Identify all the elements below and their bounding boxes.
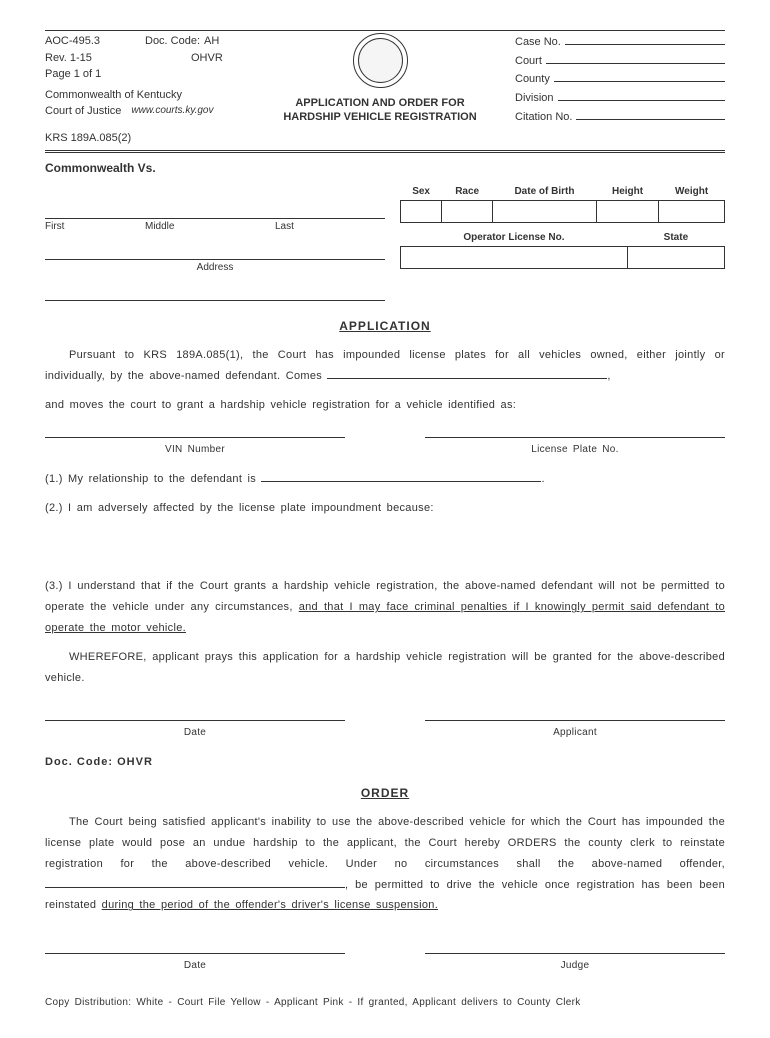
division-input[interactable]	[558, 100, 725, 101]
order-signature-row: Date Judge	[45, 940, 725, 975]
order-p1c: during the period of the offender's driv…	[102, 899, 438, 911]
middle-label: Middle	[145, 221, 275, 232]
case-no-label: Case No.	[515, 33, 561, 52]
revision: Rev. 1-15	[45, 50, 145, 67]
reason-space[interactable]	[45, 526, 725, 576]
copy-distribution: Copy Distribution: White - Court File Ye…	[45, 997, 725, 1008]
header-left: AOC-495.3 Doc. Code: AH Rev. 1-15 OHVR P…	[45, 33, 245, 146]
plate-label: License Plate No.	[425, 440, 725, 459]
vin-label: VIN Number	[45, 440, 345, 459]
dob-input[interactable]	[493, 201, 597, 223]
order-date-input[interactable]	[45, 940, 345, 954]
seal-icon	[353, 33, 408, 88]
vehicle-id-lines: VIN Number License Plate No.	[45, 424, 725, 459]
court-of-justice: Court of Justice	[45, 103, 121, 120]
commonwealth-line: Commonwealth of Kentucky	[45, 87, 245, 104]
last-label: Last	[275, 221, 294, 232]
court-label: Court	[515, 52, 542, 71]
header-right: Case No. Court County Division Citation …	[515, 33, 725, 146]
relationship-input[interactable]	[261, 481, 541, 482]
app-p1b: and moves the court to grant a hardship …	[45, 395, 725, 416]
op-lic-header: Operator License No.	[401, 229, 628, 247]
header-center: APPLICATION AND ORDER FOR HARDSHIP VEHIC…	[255, 33, 505, 146]
doc-code-row: Doc. Code: OHVR	[45, 756, 725, 768]
first-label: First	[45, 221, 145, 232]
page-number: Page 1 of 1	[45, 66, 245, 83]
dob-header: Date of Birth	[493, 183, 597, 201]
sex-header: Sex	[401, 183, 442, 201]
offender-input[interactable]	[45, 887, 345, 888]
app-signature-row: Date Applicant	[45, 707, 725, 742]
state-header: State	[627, 229, 724, 247]
case-no-input[interactable]	[565, 44, 725, 45]
address-input-2[interactable]	[45, 283, 385, 301]
defendant-section: First Middle Last Address Sex Race Date …	[45, 183, 725, 301]
application-body: Pursuant to KRS 189A.085(1), the Court h…	[45, 345, 725, 742]
judge-label: Judge	[425, 956, 725, 975]
demographics-block: Sex Race Date of Birth Height Weight Ope…	[400, 183, 725, 301]
name-input[interactable]	[45, 201, 385, 219]
krs: KRS 189A.085(2)	[45, 130, 245, 147]
sex-input[interactable]	[401, 201, 442, 223]
form-title-2: HARDSHIP VEHICLE REGISTRATION	[283, 110, 476, 124]
address-input-1[interactable]	[45, 242, 385, 260]
form-title-1: APPLICATION AND ORDER FOR	[295, 96, 464, 110]
applicant-sig-input[interactable]	[425, 707, 725, 721]
race-input[interactable]	[442, 201, 493, 223]
url: www.courts.ky.gov	[131, 103, 213, 120]
plate-input[interactable]	[425, 424, 725, 438]
license-table: Operator License No. State	[400, 229, 725, 269]
op-lic-input[interactable]	[401, 247, 628, 269]
ohvr: OHVR	[191, 50, 223, 67]
order-date-label: Date	[45, 956, 345, 975]
comes-input[interactable]	[327, 378, 607, 379]
citation-input[interactable]	[576, 119, 725, 120]
height-header: Height	[596, 183, 658, 201]
order-title: ORDER	[45, 786, 725, 800]
application-title: APPLICATION	[45, 319, 725, 333]
weight-header: Weight	[659, 183, 725, 201]
address-label: Address	[45, 262, 385, 273]
defendant-name-block: First Middle Last Address	[45, 183, 385, 301]
app-date-label: Date	[45, 723, 345, 742]
county-label: County	[515, 70, 550, 89]
weight-input[interactable]	[659, 201, 725, 223]
citation-label: Citation No.	[515, 108, 572, 127]
item-2: (2.) I am adversely affected by the lice…	[45, 498, 725, 519]
height-input[interactable]	[596, 201, 658, 223]
division-label: Division	[515, 89, 554, 108]
commonwealth-vs: Commonwealth Vs.	[45, 161, 725, 175]
order-body: The Court being satisfied applicant's in…	[45, 812, 725, 975]
demographics-table: Sex Race Date of Birth Height Weight	[400, 183, 725, 223]
judge-sig-input[interactable]	[425, 940, 725, 954]
race-header: Race	[442, 183, 493, 201]
order-p1a: The Court being satisfied applicant's in…	[45, 816, 725, 870]
app-date-input[interactable]	[45, 707, 345, 721]
top-rule	[45, 30, 725, 31]
form-number: AOC-495.3	[45, 33, 145, 50]
county-input[interactable]	[554, 81, 725, 82]
doc-code: AH	[204, 33, 219, 50]
applicant-label: Applicant	[425, 723, 725, 742]
header: AOC-495.3 Doc. Code: AH Rev. 1-15 OHVR P…	[45, 33, 725, 146]
header-divider	[45, 150, 725, 153]
doc-code-label: Doc. Code:	[145, 33, 200, 50]
state-input[interactable]	[627, 247, 724, 269]
wherefore: WHEREFORE, applicant prays this applicat…	[45, 647, 725, 689]
court-input[interactable]	[546, 63, 725, 64]
item-1: (1.) My relationship to the defendant is	[45, 473, 261, 485]
vin-input[interactable]	[45, 424, 345, 438]
